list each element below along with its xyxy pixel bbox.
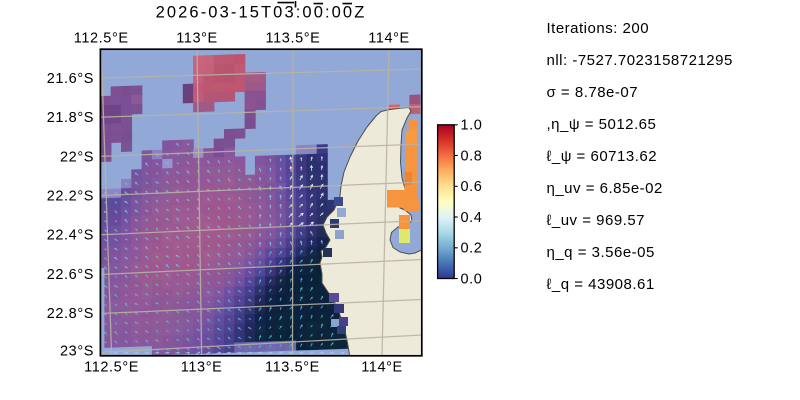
svg-text:,η_ψ = 5012.65: ,η_ψ = 5012.65: [547, 116, 657, 133]
svg-text:22.8°S: 22.8°S: [47, 306, 94, 322]
svg-text:η_uv = 6.85e-02: η_uv = 6.85e-02: [547, 180, 663, 197]
svg-text:0.0: 0.0: [461, 271, 483, 287]
svg-text:21.8°S: 21.8°S: [47, 110, 94, 126]
svg-text:0.8: 0.8: [461, 148, 483, 164]
svg-text:η_q = 3.56e-05: η_q = 3.56e-05: [547, 244, 655, 261]
svg-text:0.4: 0.4: [461, 210, 483, 226]
svg-text:23°S: 23°S: [60, 344, 94, 360]
svg-text:112.5°E: 112.5°E: [84, 360, 139, 376]
svg-text:22°S: 22°S: [60, 149, 94, 165]
svg-text:22.2°S: 22.2°S: [47, 189, 94, 205]
svg-text:Iterations: 200: Iterations: 200: [547, 20, 650, 37]
svg-text:114°E: 114°E: [361, 360, 403, 376]
svg-text:113°E: 113°E: [181, 360, 223, 376]
svg-text:113.5°E: 113.5°E: [265, 360, 320, 376]
svg-text:21.6°S: 21.6°S: [47, 71, 94, 87]
svg-text:ℓ_q = 43908.61: ℓ_q = 43908.61: [547, 276, 655, 293]
svg-text:0.6: 0.6: [461, 179, 483, 195]
svg-text:0.2: 0.2: [461, 241, 483, 257]
svg-text:22.6°S: 22.6°S: [47, 267, 94, 283]
svg-text:2026-03-15T03:00:00Z: 2026-03-15T03:00:00Z: [156, 4, 367, 22]
svg-text:ℓ_uv = 969.57: ℓ_uv = 969.57: [547, 212, 646, 229]
svg-text:1.0: 1.0: [461, 118, 483, 134]
svg-text:113.5°E: 113.5°E: [266, 31, 321, 47]
svg-text:σ = 8.78e-07: σ = 8.78e-07: [547, 84, 639, 101]
svg-text:112.5°E: 112.5°E: [74, 31, 129, 47]
svg-text:ℓ_ψ = 60713.62: ℓ_ψ = 60713.62: [547, 148, 658, 165]
svg-text:nll: -7527.7023158721295: nll: -7527.7023158721295: [547, 52, 733, 69]
svg-text:114°E: 114°E: [368, 31, 410, 47]
svg-text:113°E: 113°E: [176, 31, 218, 47]
svg-text:22.4°S: 22.4°S: [47, 228, 94, 244]
